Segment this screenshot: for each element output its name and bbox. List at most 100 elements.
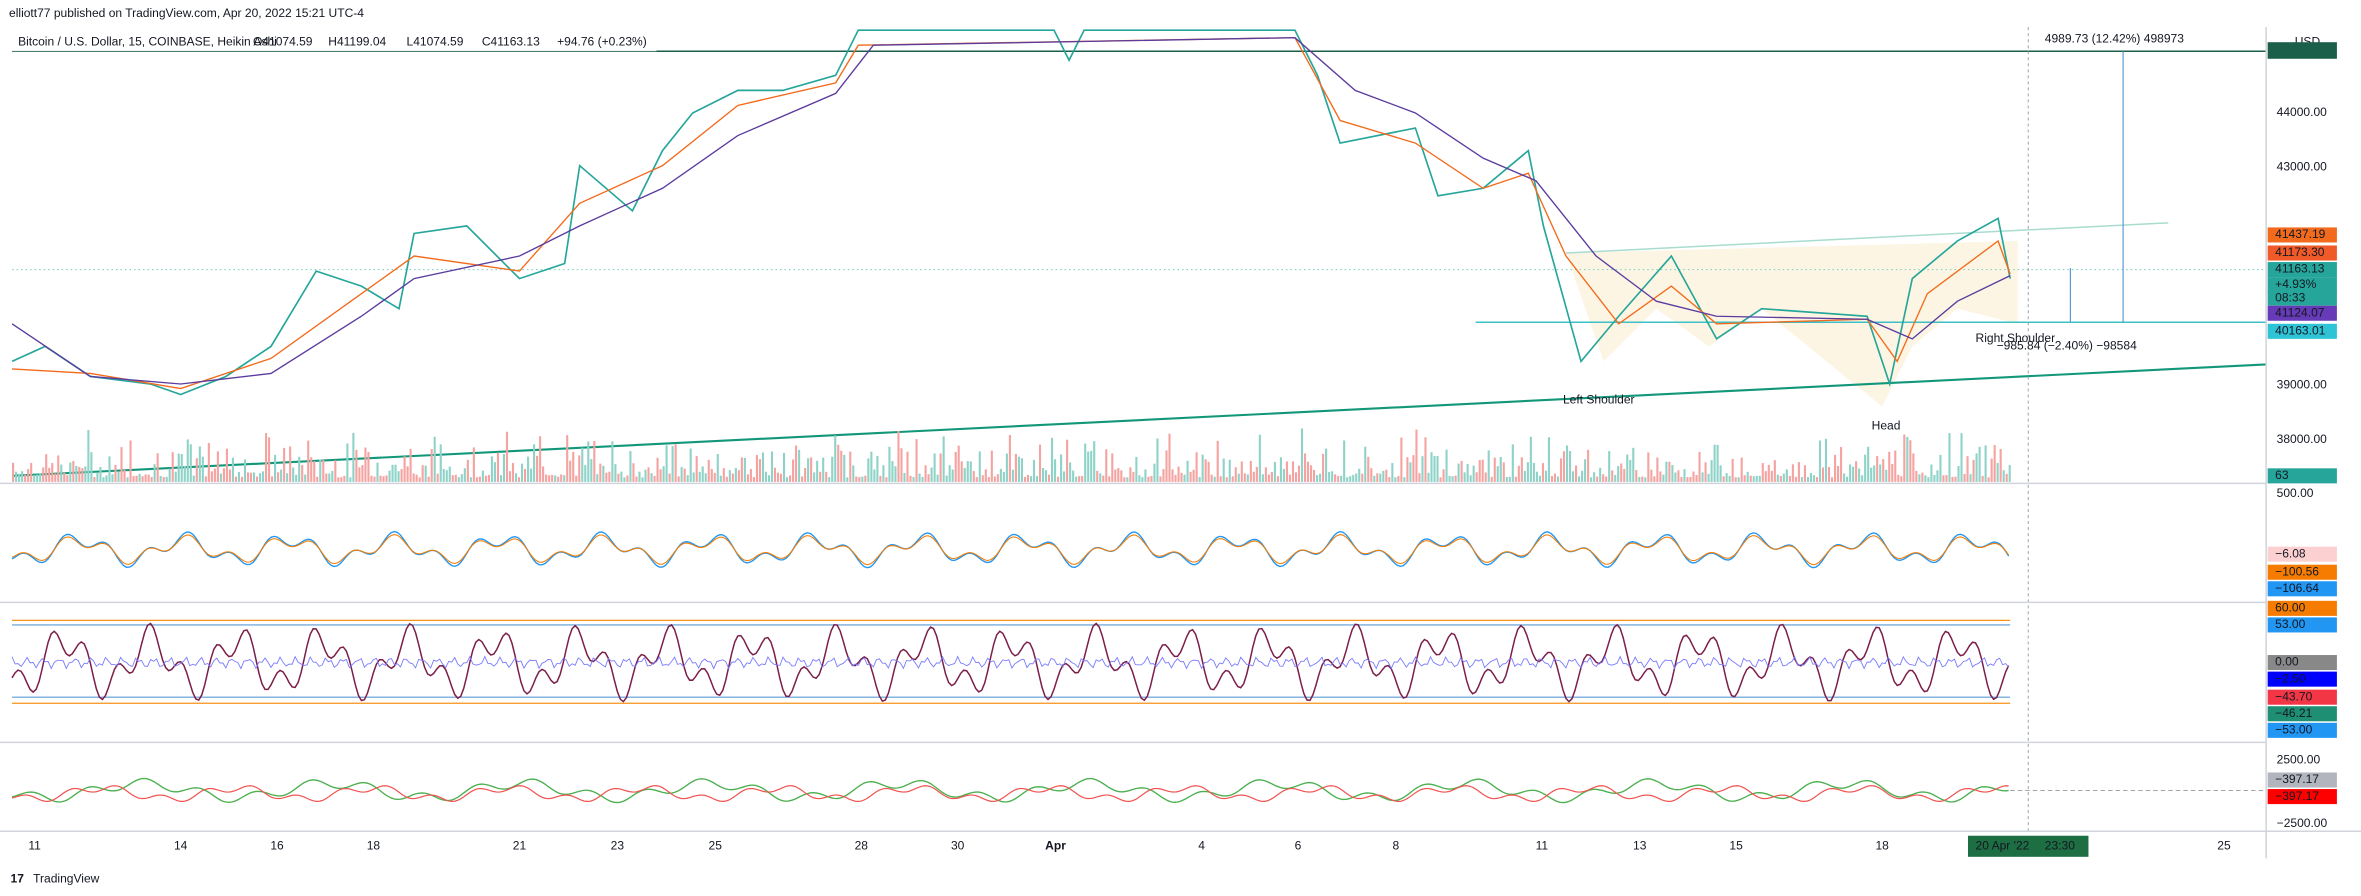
volume-bar — [1662, 474, 1665, 482]
volume-bar — [650, 473, 653, 482]
price-badge-text: −2.50 — [2275, 671, 2306, 685]
volume-bar — [189, 444, 192, 482]
volume-bar — [984, 469, 987, 482]
volume-bar — [1671, 464, 1674, 482]
volume-bar — [1966, 456, 1969, 482]
volume-bar — [1520, 457, 1523, 482]
volume-bar — [870, 451, 873, 482]
volume-bar — [448, 466, 451, 482]
volume-bar — [1493, 457, 1496, 482]
volume-bar — [1204, 459, 1207, 482]
volume-bar — [1599, 467, 1602, 482]
momentum-line — [11, 785, 2009, 803]
volume-bar — [1879, 464, 1882, 482]
volume-bar — [463, 468, 466, 482]
target-label: 4989.73 (12.42%) 498973 — [2045, 31, 2184, 45]
time-label: 15 — [1729, 838, 1743, 852]
volume-bar — [123, 469, 126, 482]
volume-bar — [1382, 470, 1385, 482]
volume-bar — [1568, 450, 1572, 482]
volume-bar — [48, 467, 51, 482]
legend-open: O41074.59 — [253, 34, 313, 48]
volume-bar — [972, 471, 975, 482]
volume-bar — [1632, 447, 1635, 482]
volume-bar — [810, 457, 813, 482]
volume-bar — [261, 471, 265, 482]
volume-bar — [78, 466, 81, 482]
volume-bar — [1445, 449, 1448, 482]
volume-bar — [1909, 440, 1912, 482]
volume-bar — [1457, 463, 1460, 482]
volume-bar — [1020, 458, 1023, 482]
volume-bar — [951, 469, 954, 482]
volume-bar — [1855, 461, 1858, 482]
volume-bar — [1433, 456, 1436, 482]
volume-bar — [147, 474, 150, 482]
volume-bar — [864, 475, 867, 482]
volume-bar — [530, 468, 533, 482]
volume-bar — [770, 451, 774, 482]
volume-bar — [1933, 474, 1936, 482]
volume-bar — [909, 475, 912, 482]
volume-bar — [325, 473, 328, 482]
price-badge — [2267, 546, 2337, 562]
volume-bar — [1858, 468, 1861, 482]
volume-bar — [1593, 472, 1596, 482]
volume-bar — [1773, 460, 1776, 482]
volume-bar — [436, 473, 439, 482]
volume-bar — [1225, 477, 1228, 482]
volume-bar — [1565, 445, 1569, 482]
volume-bar — [1406, 457, 1409, 482]
stop-label: −985.84 (−2.40%) −98584 — [1997, 339, 2137, 353]
volume-bar — [1234, 467, 1237, 482]
volume-bar — [286, 473, 289, 482]
volume-bar — [695, 456, 698, 482]
volume-bar — [912, 477, 915, 482]
volume-bar — [1547, 437, 1551, 482]
volume-bar — [692, 472, 695, 482]
volume-bar — [433, 436, 436, 482]
indicator-tick: 2500.00 — [2277, 753, 2321, 767]
volume-bar — [1936, 470, 1939, 482]
volume-bar — [201, 456, 204, 482]
volume-bar — [1267, 474, 1270, 482]
volume-bar — [846, 477, 849, 482]
volume-bar — [1159, 476, 1162, 482]
volume-bar — [1924, 475, 1927, 482]
volume-bar — [159, 475, 162, 482]
volume-bar — [891, 461, 894, 482]
volume-bar — [174, 471, 177, 482]
volume-bar — [1313, 469, 1316, 482]
volume-bar — [867, 458, 870, 482]
volume-bar — [1641, 476, 1644, 482]
volume-bar — [1737, 477, 1740, 482]
volume-bar — [24, 474, 27, 482]
volume-bar — [1063, 471, 1066, 482]
volume-bar — [963, 467, 966, 482]
volume-bar — [1162, 469, 1165, 482]
volume-bar — [551, 474, 554, 482]
volume-bar — [298, 456, 301, 482]
volume-bar — [1373, 475, 1376, 482]
volume-bar — [1915, 470, 1918, 482]
volume-bar — [141, 476, 144, 482]
volume-bar — [948, 465, 951, 482]
volume-bar — [180, 453, 183, 482]
volume-bar — [1981, 475, 1984, 482]
volume-bar — [1424, 437, 1427, 482]
volume-bar — [1361, 473, 1364, 482]
volume-bar — [54, 473, 57, 482]
volume-bar — [1288, 474, 1292, 482]
volume-bar — [1743, 475, 1746, 482]
volume-bar — [807, 458, 810, 482]
volume-bar — [1538, 475, 1541, 482]
volume-bar — [1571, 471, 1575, 482]
price-badge — [2267, 227, 2337, 243]
volume-bar — [861, 476, 864, 482]
volume-bar — [1276, 476, 1279, 482]
volume-bar — [1647, 452, 1650, 482]
time-label: 18 — [1875, 838, 1889, 852]
volume-bar — [1818, 440, 1822, 482]
volume-bar — [689, 448, 692, 482]
volume-bar — [439, 444, 442, 482]
